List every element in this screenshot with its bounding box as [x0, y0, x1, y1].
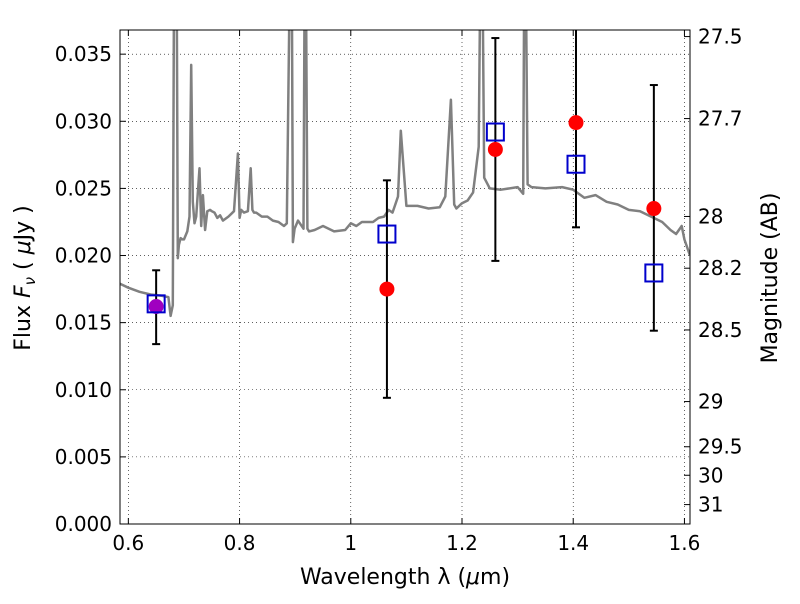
- y2-axis-label: Magnitude (AB): [758, 193, 783, 364]
- y2-tick-label: 27.5: [698, 25, 743, 49]
- grid: [120, 30, 690, 524]
- x-tick-label: 1.4: [557, 531, 589, 555]
- observed-point: [646, 201, 661, 216]
- errorbar-layer: [152, 30, 658, 398]
- y2-tick-label: 28: [698, 204, 723, 228]
- observed-point: [569, 115, 584, 130]
- spectrum-layer: [120, 0, 690, 316]
- x-tick-label: 1.6: [669, 531, 701, 555]
- y2-axis-magnitude: 27.5 27.7 28 28.2 28.5 29 29.5 30 31: [684, 25, 743, 517]
- y-tick-label: 0.020: [55, 244, 112, 268]
- y-tick-label: 0.030: [55, 109, 112, 133]
- x-tick-label: 0.8: [224, 531, 256, 555]
- y-tick-label: 0.025: [55, 176, 112, 200]
- y-tick-label: 0.010: [55, 378, 112, 402]
- y-tick-label: 0.005: [55, 445, 112, 469]
- y-axis-label: Flux Fν ( μJy ): [11, 205, 39, 350]
- y-axis: 0.000 0.005 0.010 0.015 0.020 0.025 0.030 0.035: [55, 42, 126, 536]
- y2-tick-label: 27.7: [698, 107, 743, 131]
- y2-tick-label: 30: [698, 463, 723, 487]
- y2-tick-label: 29.5: [698, 435, 743, 459]
- x-axis: 0.6 0.8 1 1.2 1.4 1.6: [112, 30, 700, 555]
- observed-point: [488, 142, 503, 157]
- y-tick-label: 0.000: [55, 512, 112, 536]
- spectrum-line: [120, 0, 690, 316]
- observed-point: [379, 282, 394, 297]
- y2-tick-label: 29: [698, 390, 723, 414]
- y2-tick-label: 31: [698, 493, 723, 517]
- y-tick-label: 0.015: [55, 311, 112, 335]
- x-tick-label: 0.6: [112, 531, 144, 555]
- x-tick-label: 1.2: [446, 531, 478, 555]
- observed-points: [149, 115, 662, 314]
- y2-tick-label: 28.2: [698, 256, 743, 280]
- plot-frame: [120, 30, 690, 524]
- y2-tick-label: 28.5: [698, 318, 743, 342]
- y-tick-label: 0.035: [55, 42, 112, 66]
- x-axis-label: Wavelength λ (μm): [300, 565, 510, 590]
- x-tick-label: 1: [344, 531, 357, 555]
